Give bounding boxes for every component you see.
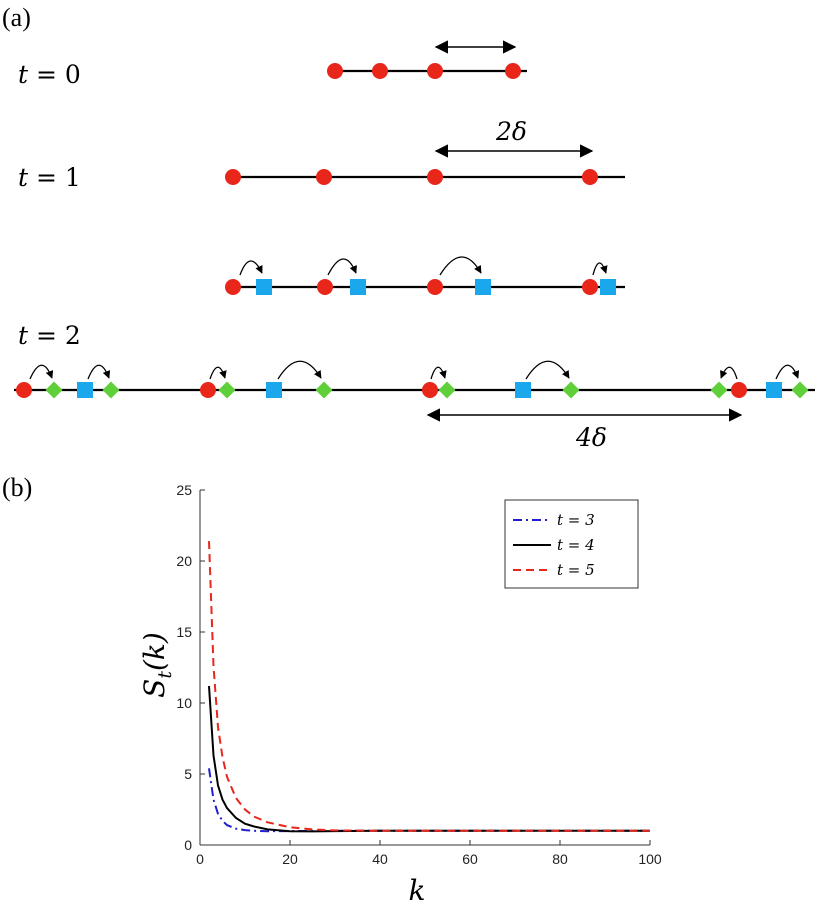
y-tick-label: 15 <box>176 624 192 640</box>
row-label-t2: t = 2 <box>18 321 81 350</box>
particle-blue <box>766 382 782 398</box>
hop-arrow <box>29 364 54 380</box>
row-intermediate <box>225 256 625 295</box>
particle-red <box>225 169 241 185</box>
x-axis-label: k <box>409 874 426 907</box>
particle-green <box>218 381 236 399</box>
particle-blue <box>256 279 272 295</box>
particle-green <box>438 381 456 399</box>
particle-blue <box>77 382 93 398</box>
x-tick-label: 40 <box>372 851 388 867</box>
x-tick-label: 60 <box>462 851 478 867</box>
particle-green <box>562 381 580 399</box>
particle-blue <box>600 279 616 295</box>
hop-arrow <box>525 360 570 380</box>
particle-red <box>427 169 443 185</box>
particle-blue <box>475 279 491 295</box>
y-tick-label: 25 <box>176 482 192 498</box>
hop-arrow <box>277 360 322 380</box>
x-tick-label: 100 <box>638 851 662 867</box>
particle-red <box>427 63 443 79</box>
panel-a-label: (a) <box>2 3 31 32</box>
particle-red <box>505 63 521 79</box>
span-label-4delta: 4δ <box>575 423 607 452</box>
chart-series-lines <box>208 541 650 833</box>
particle-red <box>427 279 443 295</box>
particle-red <box>16 382 32 398</box>
panel-b-label: (b) <box>2 473 32 502</box>
particle-red <box>317 279 333 295</box>
particle-red <box>422 382 438 398</box>
particle-red <box>372 63 388 79</box>
y-axis-label: St(k) <box>138 632 176 698</box>
x-tick-label: 80 <box>552 851 568 867</box>
particle-red <box>200 382 216 398</box>
panel-a: (a) t = 0 t = 1 t = 2 2δ <box>2 3 815 452</box>
particle-red <box>731 382 747 398</box>
row-label-t0: t = 0 <box>18 60 81 89</box>
hop-arrow <box>87 364 111 380</box>
hop-arrow <box>239 260 263 276</box>
chart-st-k: 0 20 40 60 80 100 0 5 10 15 20 25 t = 3 t = 4 t = 5 <box>176 482 661 867</box>
series-line-3 <box>208 541 650 832</box>
hop-arrow <box>775 364 800 380</box>
particle-blue <box>350 279 366 295</box>
x-tick-label: 20 <box>282 851 298 867</box>
span-label-2delta: 2δ <box>495 117 527 146</box>
series-line-2 <box>208 685 650 833</box>
row-t1: 2δ <box>225 117 625 185</box>
particle-green <box>791 381 809 399</box>
particle-green <box>102 381 120 399</box>
particle-green <box>315 381 333 399</box>
particle-red <box>582 169 598 185</box>
legend-entry: t = 3 <box>557 511 595 529</box>
hop-arrow <box>720 366 738 380</box>
y-tick-label: 10 <box>176 695 192 711</box>
hop-arrow <box>439 256 482 276</box>
x-tick-label: 0 <box>196 851 204 867</box>
hop-arrow <box>327 258 357 276</box>
y-tick-label: 20 <box>176 553 192 569</box>
y-tick-label: 0 <box>184 837 192 853</box>
row-label-t1: t = 1 <box>18 163 81 192</box>
particle-red <box>327 63 343 79</box>
particle-red <box>582 279 598 295</box>
particle-green <box>710 381 728 399</box>
particle-blue <box>515 382 531 398</box>
chart-axes: 0 20 40 60 80 100 0 5 10 15 20 25 <box>176 482 661 867</box>
legend-entry: t = 5 <box>557 561 595 579</box>
particle-red <box>316 169 332 185</box>
row-t2: 4δ <box>14 360 815 452</box>
hop-arrow <box>592 262 608 276</box>
row-t0 <box>327 40 527 79</box>
particle-red <box>225 279 241 295</box>
hop-arrow <box>430 366 447 380</box>
series-line-1 <box>208 768 650 833</box>
hop-arrow <box>209 366 227 380</box>
particle-blue <box>266 382 282 398</box>
particle-green <box>45 381 63 399</box>
chart-legend: t = 3 t = 4 t = 5 <box>504 499 639 589</box>
legend-entry: t = 4 <box>557 536 595 554</box>
y-tick-label: 5 <box>184 766 192 782</box>
